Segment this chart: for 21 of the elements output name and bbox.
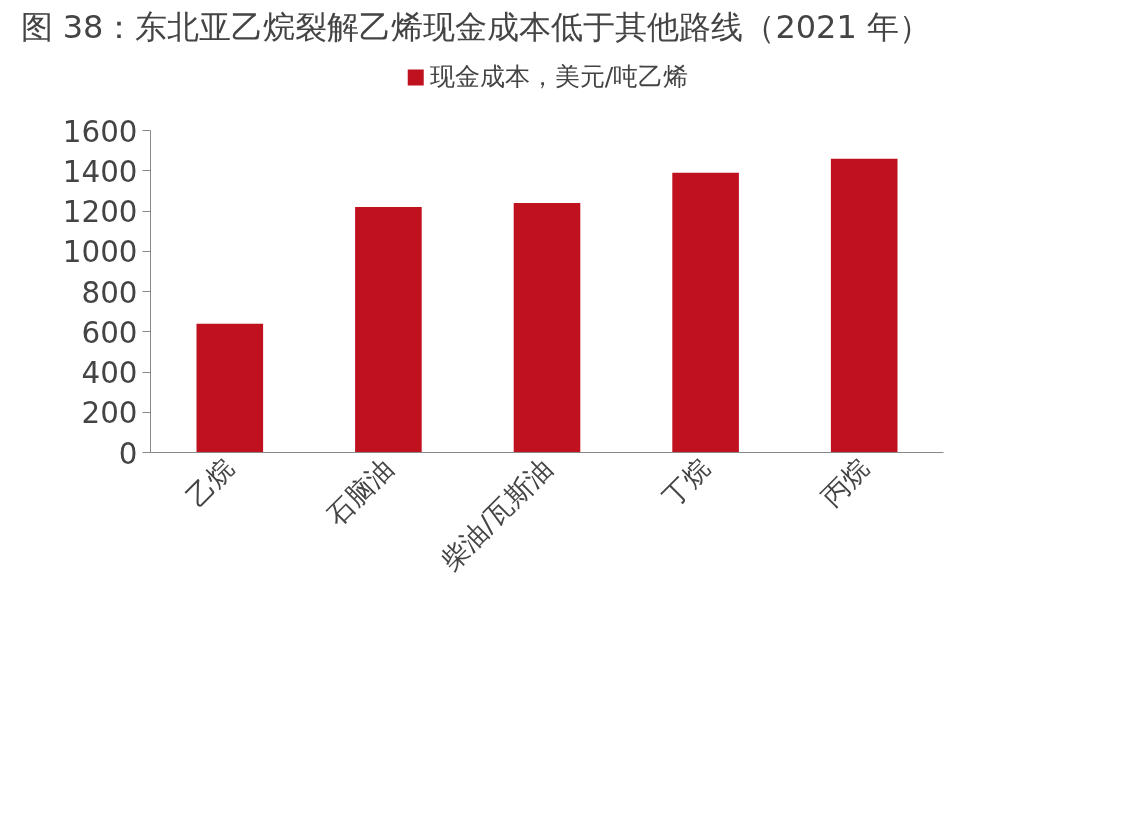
- legend-label: 现金成本，美元/吨乙烯: [429, 60, 689, 93]
- y-tick-label: 600: [81, 315, 138, 350]
- bar: [196, 323, 264, 453]
- bar: [355, 206, 422, 453]
- x-tick-label: 柴油/瓦斯油: [434, 452, 558, 577]
- y-tick-label: 1000: [62, 235, 138, 270]
- x-tick-label: 石脑油: [320, 452, 400, 532]
- chart-title: 图 38：东北亚乙烷裂解乙烯现金成本低于其他路线（2021 年）: [20, 7, 931, 46]
- y-tick-label: 1200: [62, 195, 138, 229]
- y-tick-label: 0: [118, 436, 138, 471]
- bar: [672, 172, 739, 453]
- y-tick-label: 1400: [62, 154, 138, 189]
- bar: [830, 158, 898, 453]
- y-tick-label: 800: [81, 275, 138, 310]
- bar: [513, 202, 581, 453]
- x-tick-label: 丙烷: [815, 452, 876, 513]
- y-tick-label: 400: [81, 356, 138, 390]
- x-tick-label: 乙烷: [180, 452, 241, 513]
- x-tick-label: 丁烷: [656, 452, 717, 513]
- y-tick-label: 1600: [62, 114, 138, 149]
- y-tick-label: 200: [81, 396, 138, 431]
